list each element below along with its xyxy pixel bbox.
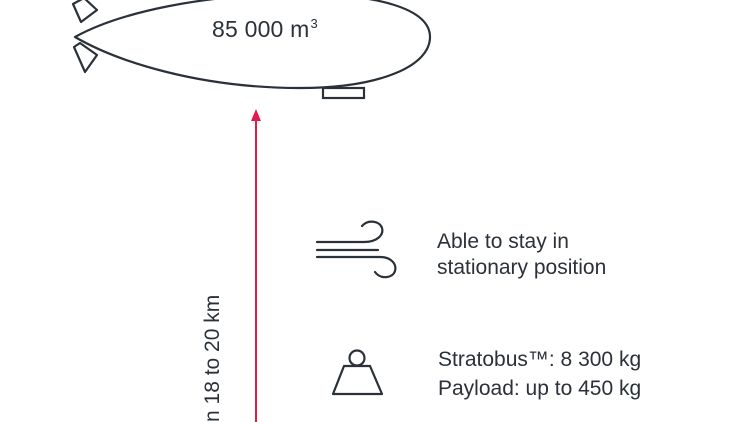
altitude-label: n 18 to 20 km xyxy=(201,294,224,422)
airship-envelope xyxy=(73,0,432,90)
airship-gondola xyxy=(321,86,366,100)
airship-lower-fin xyxy=(72,41,99,74)
feature-weight-line1: Stratobus™: 8 300 kg xyxy=(438,348,642,371)
volume-exponent: 3 xyxy=(310,16,318,31)
airship-upper-fin xyxy=(71,0,99,24)
feature-weight-line2: Payload: up to 450 kg xyxy=(438,377,642,400)
airship-volume-label: 85 000 m3 xyxy=(212,16,318,43)
feature-stationary-line2: stationary position xyxy=(437,256,607,279)
volume-value: 85 000 m xyxy=(212,16,310,42)
feature-stationary: Able to stay in stationary position xyxy=(437,229,606,281)
weight-icon xyxy=(331,349,384,396)
wind-icon xyxy=(315,220,397,279)
altitude-arrow-head xyxy=(251,109,261,121)
feature-stationary-line1: Able to stay in xyxy=(437,230,569,253)
feature-weight: Stratobus™: 8 300 kg Payload: up to 450 … xyxy=(438,345,641,403)
